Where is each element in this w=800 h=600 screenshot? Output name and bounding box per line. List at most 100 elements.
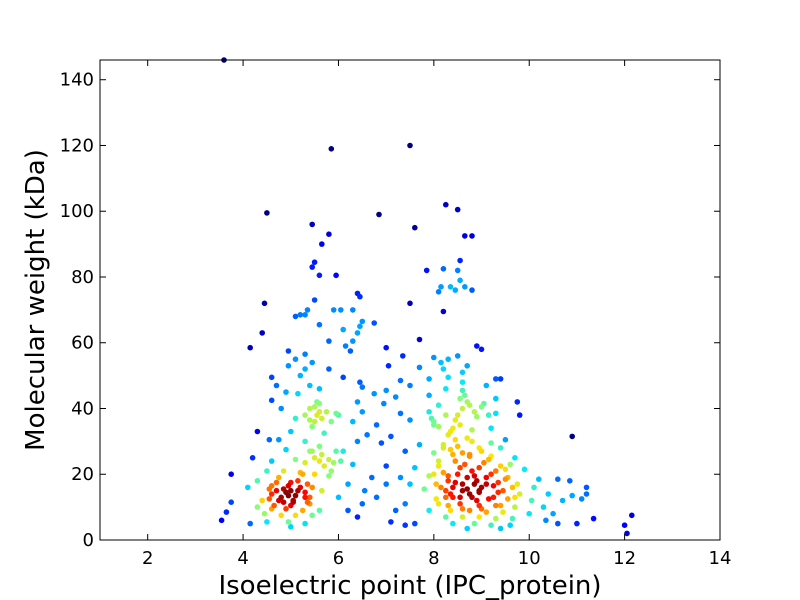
data-point — [493, 468, 499, 474]
data-point — [457, 501, 463, 507]
data-point — [285, 363, 292, 369]
data-point — [359, 501, 366, 507]
data-point — [450, 425, 456, 432]
data-point — [385, 363, 392, 369]
data-point — [555, 476, 561, 483]
data-point — [383, 481, 390, 487]
data-point — [485, 412, 492, 418]
data-point — [590, 515, 597, 522]
data-point — [311, 259, 318, 266]
data-point — [302, 438, 308, 445]
data-point — [483, 481, 490, 487]
data-point — [311, 471, 318, 478]
data-point — [426, 507, 432, 514]
data-point — [478, 448, 485, 455]
data-point — [392, 507, 399, 514]
data-point — [402, 448, 409, 455]
data-point — [326, 338, 332, 344]
data-point — [464, 486, 471, 492]
data-point — [273, 479, 280, 486]
data-point — [466, 507, 473, 514]
data-point — [426, 409, 432, 415]
data-point — [629, 512, 635, 519]
data-point — [326, 231, 332, 237]
data-point — [292, 415, 299, 422]
data-point — [268, 491, 275, 497]
data-point — [464, 474, 471, 481]
data-point — [354, 399, 361, 405]
data-point — [292, 512, 299, 519]
data-point — [438, 359, 444, 366]
data-point — [493, 515, 499, 522]
data-point — [454, 353, 461, 359]
data-point — [459, 481, 466, 487]
data-point — [481, 459, 487, 466]
data-point — [316, 400, 323, 407]
data-point — [304, 499, 311, 506]
data-point — [383, 344, 390, 351]
data-point — [350, 338, 356, 344]
data-point — [443, 201, 449, 208]
data-point — [543, 517, 549, 524]
data-point — [545, 491, 552, 497]
data-point — [383, 387, 390, 394]
data-point — [416, 364, 423, 371]
data-point — [266, 436, 273, 443]
data-point — [497, 376, 504, 382]
data-point — [447, 446, 454, 453]
data-point — [261, 300, 268, 307]
data-point — [450, 520, 456, 527]
x-axis-label: Isoelectric point (IPC_protein) — [218, 571, 601, 600]
data-point — [407, 481, 413, 487]
data-point — [400, 353, 406, 359]
data-point — [452, 436, 459, 443]
data-point — [555, 520, 561, 527]
data-point — [488, 425, 494, 432]
data-point — [309, 423, 316, 430]
data-point — [302, 312, 308, 318]
data-point — [459, 387, 466, 394]
data-point — [307, 382, 313, 389]
data-point — [583, 491, 590, 497]
data-point — [488, 471, 494, 478]
data-point — [438, 284, 444, 290]
data-point — [478, 404, 485, 410]
data-point — [283, 389, 289, 395]
data-point — [333, 410, 339, 417]
data-point — [357, 323, 363, 330]
data-point — [223, 509, 230, 515]
data-point — [371, 320, 378, 326]
x-tick-label: 8 — [428, 548, 439, 569]
data-point — [302, 494, 308, 501]
data-point — [371, 390, 378, 397]
data-point — [340, 448, 347, 455]
data-point — [354, 330, 361, 336]
data-point — [536, 476, 542, 483]
data-point — [261, 510, 268, 517]
data-point — [288, 524, 294, 530]
data-point — [474, 413, 480, 420]
data-point — [471, 520, 478, 527]
data-point — [507, 461, 513, 468]
y-tick-label: 0 — [83, 530, 94, 551]
data-point — [273, 382, 280, 389]
data-point — [462, 392, 468, 399]
data-point — [309, 448, 316, 455]
data-point — [435, 458, 442, 464]
data-point — [493, 410, 499, 417]
data-point — [452, 458, 459, 464]
data-point — [493, 376, 499, 382]
data-point — [342, 343, 349, 349]
y-axis-ticks: 0 20 40 60 80 100 120 140 — [60, 70, 720, 551]
data-point — [359, 384, 366, 390]
data-point — [462, 461, 468, 468]
data-point — [516, 412, 523, 418]
data-point — [402, 501, 409, 507]
data-point — [297, 372, 304, 379]
data-point — [254, 478, 261, 484]
data-point — [407, 300, 413, 307]
data-point — [512, 455, 518, 461]
data-point — [333, 272, 339, 279]
data-point — [319, 451, 325, 458]
data-point — [440, 469, 447, 476]
